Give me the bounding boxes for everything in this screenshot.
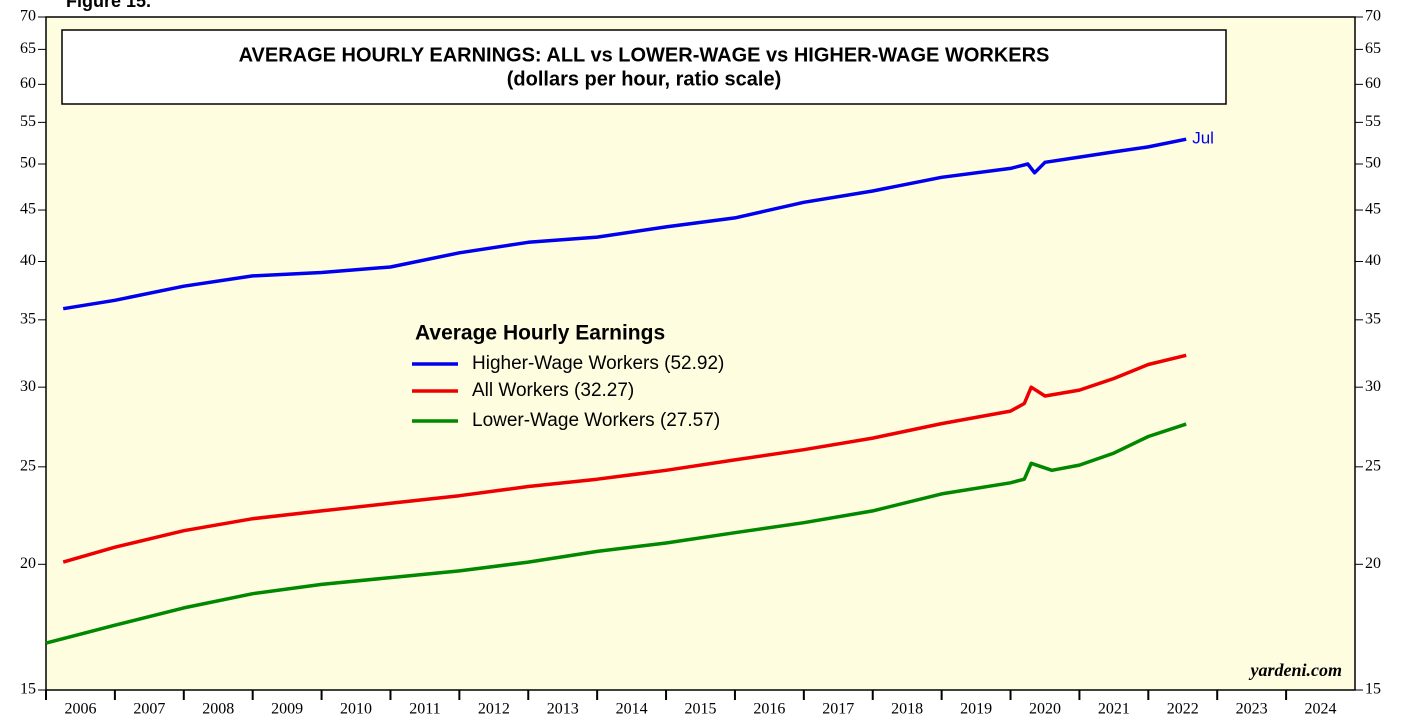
x-tick-label: 2019 [960, 701, 992, 718]
legend-label: Lower-Wage Workers (27.57) [472, 410, 720, 431]
series-line [62, 353, 1187, 564]
x-tick-label: 2007 [133, 701, 165, 718]
y-tick-label: 55 [20, 113, 36, 130]
y2-tick-label: 25 [1365, 457, 1381, 474]
y2-tick-label: 30 [1365, 378, 1381, 395]
plot-area [45, 16, 1356, 691]
y-tick-label: 20 [20, 555, 36, 572]
x-tick-label: 2021 [1098, 701, 1130, 718]
y-tick-label: 30 [20, 378, 36, 395]
y2-tick-label: 55 [1365, 113, 1381, 130]
y2-tick-label: 50 [1365, 155, 1381, 172]
legend-label: All Workers (32.27) [472, 380, 634, 401]
x-tick-label: 2017 [822, 701, 854, 718]
y2-tick-label: 40 [1365, 252, 1381, 269]
y2-tick-label: 60 [1365, 75, 1381, 92]
x-tick-label: 2013 [547, 701, 579, 718]
y-tick-label: 40 [20, 252, 36, 269]
series-line [62, 137, 1187, 311]
y-tick-label: 60 [20, 75, 36, 92]
y2-tick-label: 65 [1365, 40, 1381, 57]
annotation: Jul [1192, 129, 1214, 148]
x-tick-label: 2014 [616, 701, 648, 718]
y2-tick-label: 45 [1365, 201, 1381, 218]
y-tick-label: 35 [20, 310, 36, 327]
x-tick-label: 2009 [271, 701, 303, 718]
series-line [45, 422, 1187, 645]
x-tick-label: 2010 [340, 701, 372, 718]
chart-title: AVERAGE HOURLY EARNINGS: ALL vs LOWER-WA… [239, 44, 1050, 66]
x-tick-label: 2006 [64, 701, 96, 718]
x-tick-label: 2024 [1305, 701, 1337, 718]
x-tick-label: 2023 [1236, 701, 1268, 718]
x-tick-label: 2015 [685, 701, 717, 718]
y-tick-label: 15 [20, 681, 36, 698]
figure-label: Figure 15. [66, 0, 151, 11]
y-tick-label: 70 [20, 8, 36, 25]
y2-tick-label: 20 [1365, 555, 1381, 572]
x-tick-label: 2012 [478, 701, 510, 718]
x-tick-label: 2022 [1167, 701, 1199, 718]
x-tick-label: 2008 [202, 701, 234, 718]
y-tick-label: 65 [20, 40, 36, 57]
x-tick-label: 2011 [409, 701, 440, 718]
source: yardeni.com [1249, 660, 1343, 680]
y-tick-label: 25 [20, 457, 36, 474]
chart-subtitle: (dollars per hour, ratio scale) [507, 68, 782, 90]
legend-label: Higher-Wage Workers (52.92) [472, 353, 724, 374]
legend-title: Average Hourly Earnings [415, 322, 665, 345]
y2-tick-label: 35 [1365, 310, 1381, 327]
x-tick-label: 2020 [1029, 701, 1061, 718]
x-tick-label: 2018 [891, 701, 923, 718]
y2-tick-label: 70 [1365, 8, 1381, 25]
y2-tick-label: 15 [1365, 681, 1381, 698]
y-tick-label: 50 [20, 155, 36, 172]
x-tick-label: 2016 [753, 701, 785, 718]
y-tick-label: 45 [20, 201, 36, 218]
title-box [61, 29, 1227, 105]
